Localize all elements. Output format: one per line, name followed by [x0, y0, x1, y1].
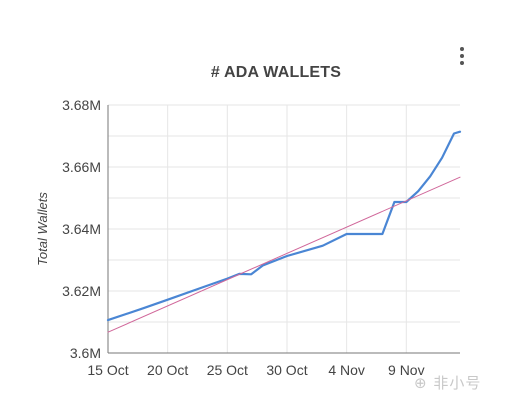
y-axis-label: Total Wallets	[35, 192, 50, 266]
menu-dot	[460, 47, 464, 51]
x-tick-label: 9 Nov	[388, 362, 425, 378]
tick-labels: 3.6M 3.62M 3.64M 3.66M 3.68M 15 Oct 20 Oct 25 O…	[62, 97, 425, 378]
y-tick-label: 3.66M	[62, 159, 101, 175]
y-tick-label: 3.68M	[62, 97, 101, 113]
x-tick-label: 25 Oct	[207, 362, 248, 378]
x-tick-label: 15 Oct	[87, 362, 128, 378]
more-options-icon[interactable]	[450, 44, 474, 68]
series-line-trend	[107, 176, 461, 333]
x-tick-label: 4 Nov	[328, 362, 365, 378]
menu-dot	[460, 54, 464, 58]
menu-dot	[460, 61, 464, 65]
grid	[107, 104, 460, 354]
watermark: ⊕ 非小号	[414, 374, 482, 392]
y-tick-label: 3.64M	[62, 221, 101, 237]
axes	[107, 105, 460, 354]
series	[106, 130, 462, 333]
chart-title: # ADA WALLETS	[210, 64, 342, 81]
y-tick-label: 3.62M	[62, 283, 101, 299]
x-tick-label: 20 Oct	[147, 362, 188, 378]
y-tick-label: 3.6M	[70, 345, 101, 361]
series-line-total-wallets	[106, 130, 462, 322]
x-tick-label: 30 Oct	[266, 362, 307, 378]
